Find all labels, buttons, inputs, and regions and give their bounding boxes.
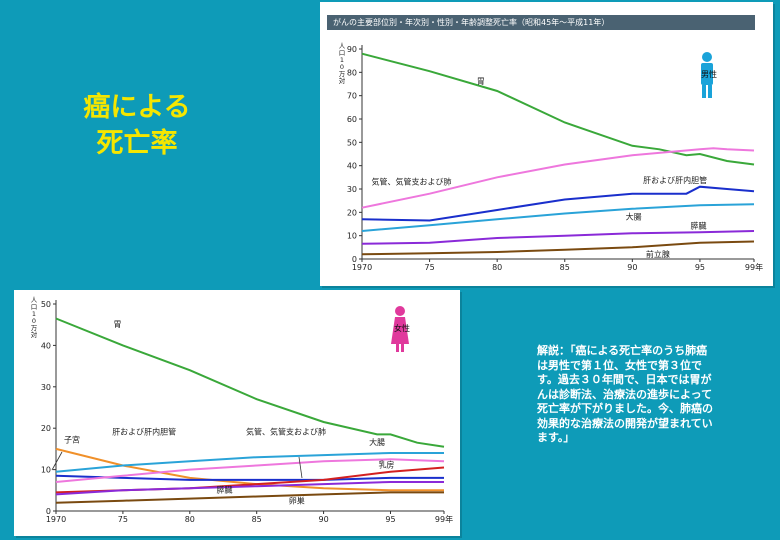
- y-tick-label: 10: [347, 232, 357, 241]
- y-axis-label: 0: [340, 63, 344, 71]
- figure-head: [702, 52, 712, 62]
- series-line: [55, 452, 444, 473]
- series-line: [361, 230, 755, 245]
- female-figure-icon: 女性: [391, 306, 410, 352]
- slide-title-line1: 癌による: [83, 92, 191, 123]
- y-axis-label: 対: [339, 76, 346, 85]
- y-tick-label: 70: [347, 92, 357, 101]
- lung-leader-line: [298, 456, 303, 479]
- slide-title: 癌による 死亡率: [62, 90, 212, 162]
- female-chart-panel: 0 10 20 30 40 50 1970 75 80 85 90 95 99年人口 1 0 万対胃子宮 肝およ…: [14, 290, 460, 536]
- y-tick-label: 40: [347, 162, 357, 171]
- y-tick-label: 60: [347, 115, 357, 124]
- chart-title: がんの主要部位別・年次別・性別・年齢調整死亡率（昭和45年～平成11年）: [327, 15, 755, 30]
- series-label: 膵臓: [690, 221, 706, 231]
- series-label: 気管、気管支および肺: [371, 176, 451, 186]
- figure-body: [701, 63, 713, 85]
- series-line: [55, 317, 445, 448]
- y-tick-label: 0: [352, 255, 357, 264]
- figure-leg: [401, 344, 404, 352]
- series-label: 肝および肝内胆管: [112, 426, 176, 436]
- x-tick-label: 75: [118, 515, 128, 524]
- series-label: 大腸: [626, 211, 642, 221]
- x-tick-label: 90: [627, 263, 637, 272]
- y-tick-label: 50: [41, 300, 51, 309]
- y-tick-label: 20: [41, 424, 51, 433]
- y-tick-label: 40: [41, 341, 51, 350]
- figure-label: 男性: [701, 69, 717, 79]
- y-tick-label: 80: [347, 68, 357, 77]
- figure-label: 女性: [394, 323, 410, 333]
- x-tick-label: 80: [185, 515, 195, 524]
- y-axis-label: 1: [32, 310, 36, 318]
- x-tick-label: 95: [385, 515, 395, 524]
- y-tick-label: 20: [347, 208, 357, 217]
- y-axis-label: 1: [340, 56, 344, 64]
- y-axis-label: 0: [32, 317, 36, 325]
- male-chart-panel: がんの主要部位別・年次別・性別・年齢調整死亡率（昭和45年～平成11年） 0 10…: [320, 2, 773, 286]
- series-label: 膵臓: [217, 484, 233, 494]
- x-tick-label: 95: [695, 263, 705, 272]
- y-axis-label: 口: [31, 303, 38, 311]
- figure-head: [395, 306, 405, 316]
- y-tick-label: 90: [347, 45, 357, 54]
- y-tick-label: 10: [41, 466, 51, 475]
- x-tick-label: 1970: [46, 515, 66, 524]
- series-line: [55, 458, 445, 483]
- series-label: 乳房: [378, 460, 394, 470]
- figure-leg: [702, 85, 706, 98]
- series-label: 大腸: [369, 437, 385, 447]
- series-line: [55, 481, 444, 496]
- male-figure-icon: 男性: [701, 52, 717, 98]
- y-tick-label: 30: [347, 185, 357, 194]
- series-label: 胃: [114, 320, 122, 329]
- explanation-note: 解説：「癌による死亡率のうち肺癌は男性で第１位、女性で第３位です。過去３０年間で…: [537, 344, 713, 444]
- series-label: 肝および肝内胆管: [643, 175, 707, 185]
- series-line: [361, 147, 755, 209]
- x-tick-label: 75: [424, 263, 434, 272]
- series-label: 気管、気管支および肺: [246, 426, 326, 436]
- x-tick-label: 80: [492, 263, 502, 272]
- y-axis-label: 人: [339, 42, 346, 50]
- series-line: [361, 52, 755, 166]
- slide-title-line2: 死亡率: [96, 128, 178, 159]
- figure-body: [391, 317, 409, 344]
- x-tick-label: 85: [560, 263, 570, 272]
- y-axis-label: 人: [31, 296, 38, 304]
- figure-leg: [396, 344, 399, 352]
- y-axis-label: 対: [31, 330, 38, 339]
- series-line: [55, 474, 444, 481]
- y-tick-label: 0: [46, 507, 51, 516]
- y-tick-label: 50: [347, 138, 357, 147]
- x-tick-label: 1970: [352, 263, 372, 272]
- figure-leg: [708, 85, 712, 98]
- series-label: 前立腺: [646, 249, 670, 259]
- series-line: [55, 491, 444, 504]
- x-tick-label: 90: [318, 515, 328, 524]
- y-axis-label: 万: [31, 324, 38, 332]
- uterus-leader-line: [51, 451, 63, 471]
- series-label: 卵巣: [289, 496, 305, 506]
- x-tick-label: 99年: [435, 514, 453, 524]
- y-axis-label: 万: [339, 70, 346, 78]
- series-line: [361, 203, 755, 232]
- series-label: 胃: [477, 77, 485, 86]
- series-line: [361, 240, 755, 256]
- series-label: 子宮: [64, 435, 80, 445]
- x-tick-label: 85: [252, 515, 262, 524]
- series-line: [361, 185, 755, 222]
- y-tick-label: 30: [41, 383, 51, 392]
- x-tick-label: 99年: [745, 262, 763, 272]
- y-axis-label: 口: [339, 49, 346, 57]
